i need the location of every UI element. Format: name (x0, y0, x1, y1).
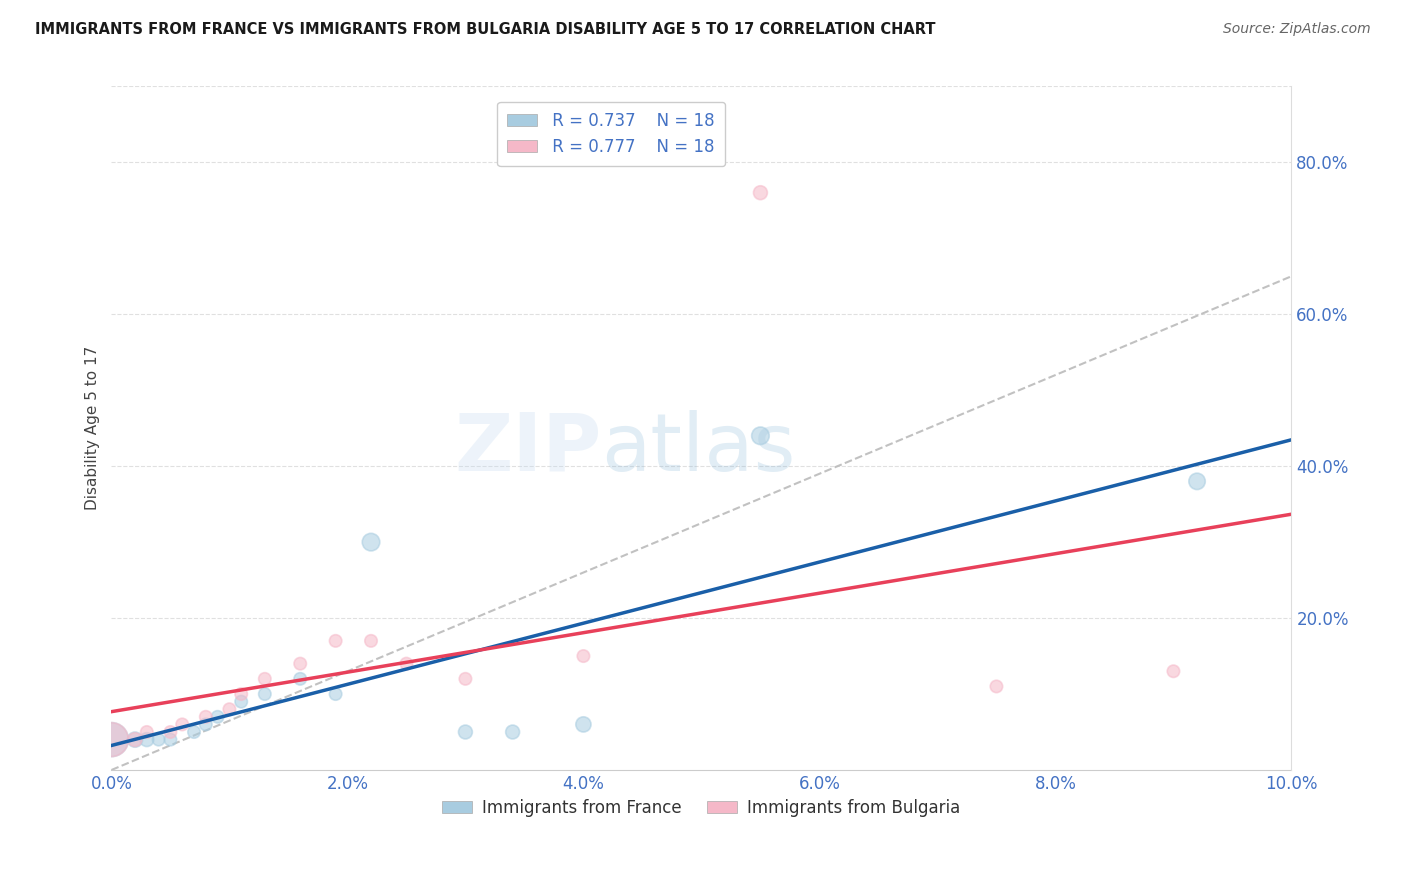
Point (231, 687, 253, 701)
Legend: Immigrants from France, Immigrants from Bulgaria: Immigrants from France, Immigrants from … (436, 792, 967, 823)
Point (183, 725, 205, 739)
Point (100, 732, 122, 747)
Point (290, 657, 312, 671)
Text: ZIP: ZIP (454, 409, 602, 488)
Point (218, 702, 240, 716)
Point (360, 633, 382, 648)
Point (749, 186, 772, 200)
Point (231, 695, 253, 709)
Point (172, 717, 194, 731)
Point (194, 717, 217, 731)
Point (572, 648, 595, 663)
Point (454, 725, 477, 739)
Point (100, 732, 122, 747)
Point (395, 657, 418, 671)
Point (1185, 475, 1208, 489)
Point (148, 732, 170, 747)
Point (290, 672, 312, 686)
Point (502, 725, 524, 739)
Point (207, 710, 229, 724)
Point (124, 732, 146, 747)
Point (325, 633, 347, 648)
Point (360, 535, 382, 549)
Point (253, 672, 276, 686)
Point (572, 717, 595, 731)
Point (749, 429, 772, 443)
Point (986, 680, 1008, 694)
Point (135, 725, 157, 739)
Point (1163, 665, 1185, 679)
Point (325, 687, 347, 701)
Point (159, 725, 181, 739)
Point (159, 732, 181, 747)
Point (454, 672, 477, 686)
Point (253, 687, 276, 701)
Text: atlas: atlas (602, 409, 796, 488)
Y-axis label: Disability Age 5 to 17: Disability Age 5 to 17 (86, 346, 100, 510)
Point (194, 710, 217, 724)
Point (135, 732, 157, 747)
Text: IMMIGRANTS FROM FRANCE VS IMMIGRANTS FROM BULGARIA DISABILITY AGE 5 TO 17 CORREL: IMMIGRANTS FROM FRANCE VS IMMIGRANTS FRO… (35, 22, 935, 37)
Text: Source: ZipAtlas.com: Source: ZipAtlas.com (1223, 22, 1371, 37)
Point (124, 732, 146, 747)
